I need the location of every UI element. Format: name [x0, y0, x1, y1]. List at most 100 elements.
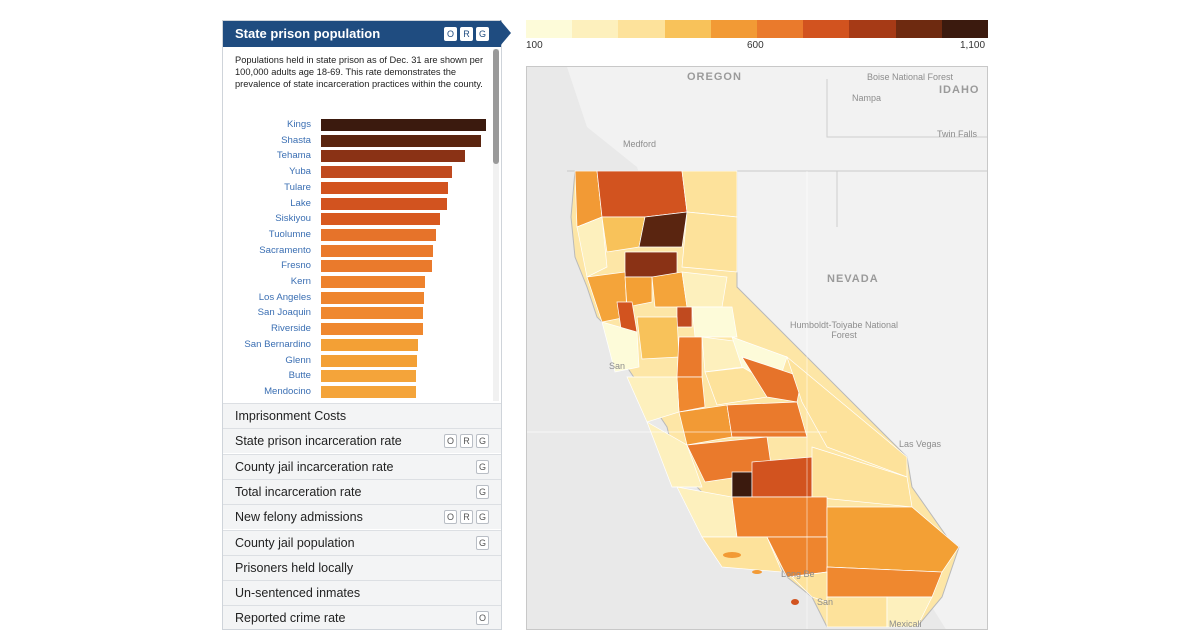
- county-imperial[interactable]: [886, 596, 933, 628]
- bar-row-sacramento[interactable]: Sacramento: [223, 244, 493, 259]
- county-tulare[interactable]: [751, 456, 813, 498]
- bar-row-mendocino[interactable]: Mendocino: [223, 385, 493, 400]
- bar-label[interactable]: San Bernardino: [244, 338, 311, 350]
- bar-row-siskiyou[interactable]: Siskiyou: [223, 212, 493, 227]
- county-modoc[interactable]: [681, 170, 738, 218]
- county-butte[interactable]: [651, 271, 688, 308]
- bar[interactable]: [321, 354, 418, 367]
- bar-row-lake[interactable]: Lake: [223, 197, 493, 212]
- bar[interactable]: [321, 323, 423, 336]
- county-riverside[interactable]: [826, 566, 943, 598]
- badge-o[interactable]: O: [444, 434, 457, 449]
- badge-g[interactable]: G: [476, 510, 489, 525]
- badge-g[interactable]: G: [476, 434, 489, 449]
- bar-label[interactable]: Riverside: [271, 323, 311, 335]
- badge-g[interactable]: G: [476, 459, 489, 474]
- menu-item-un-sentenced-inmates[interactable]: Un-sentenced inmates: [223, 580, 501, 606]
- bar[interactable]: [321, 119, 486, 131]
- bar-label[interactable]: Los Angeles: [258, 291, 311, 303]
- bar-label[interactable]: Yuba: [289, 166, 311, 178]
- badge-r[interactable]: R: [460, 510, 473, 525]
- county-san-joaquin[interactable]: [676, 376, 706, 413]
- bar-label[interactable]: Tuolumne: [268, 228, 311, 240]
- bar[interactable]: [321, 244, 434, 257]
- bar-label[interactable]: Glenn: [285, 354, 311, 366]
- county-santa-barbara-ventura[interactable]: [701, 536, 783, 573]
- bar-row-fresno[interactable]: Fresno: [223, 259, 493, 274]
- bar[interactable]: [321, 150, 465, 163]
- county-plumas[interactable]: [681, 271, 728, 308]
- bar-row-tuolumne[interactable]: Tuolumne: [223, 228, 493, 243]
- county-kern[interactable]: [731, 496, 828, 538]
- menu-item-prisoners-held-locally[interactable]: Prisoners held locally: [223, 554, 501, 580]
- bar-label[interactable]: Fresno: [281, 260, 311, 272]
- county-nevada-placer[interactable]: [691, 306, 738, 338]
- menu-item-state-prison-incarceration-rate[interactable]: State prison incarceration rate O R G: [223, 428, 501, 454]
- bar[interactable]: [321, 307, 424, 320]
- bar[interactable]: [321, 260, 432, 273]
- bar-row-kern[interactable]: Kern: [223, 275, 493, 290]
- badge-o[interactable]: O: [444, 27, 457, 41]
- badge-r[interactable]: R: [460, 434, 473, 449]
- menu-item-new-felony-admissions[interactable]: New felony admissions O R G: [223, 504, 501, 530]
- bar-row-butte[interactable]: Butte: [223, 369, 493, 384]
- bar[interactable]: [321, 197, 447, 210]
- county-sacramento[interactable]: [676, 336, 703, 378]
- badge-o[interactable]: O: [476, 611, 489, 626]
- county-san-diego[interactable]: [826, 596, 888, 628]
- county-sonoma[interactable]: [601, 321, 640, 373]
- bar[interactable]: [321, 338, 418, 351]
- bar-row-san-joaquin[interactable]: San Joaquin: [223, 306, 493, 321]
- bar-label[interactable]: Mendocino: [264, 385, 311, 397]
- scrollbar-thumb[interactable]: [493, 49, 499, 164]
- panel-scrollbar[interactable]: [493, 49, 499, 401]
- california-map[interactable]: OREGON Boise National Forest Nampa IDAHO Twi…: [526, 66, 988, 630]
- county-colusa-yolo[interactable]: [636, 316, 680, 360]
- menu-item-county-jail-incarceration-rate[interactable]: County jail incarceration rate G: [223, 453, 501, 479]
- bar-label[interactable]: Tehama: [276, 150, 311, 162]
- county-lassen[interactable]: [681, 211, 738, 273]
- county-kings[interactable]: [731, 471, 753, 498]
- county-glenn[interactable]: [624, 276, 653, 308]
- county-siskiyou[interactable]: [596, 170, 688, 218]
- county-trinity[interactable]: [601, 216, 646, 253]
- bar-row-tulare[interactable]: Tulare: [223, 181, 493, 196]
- county-inyo-north[interactable]: [786, 355, 908, 478]
- bar-row-shasta[interactable]: Shasta: [223, 134, 493, 149]
- bar-row-kings[interactable]: Kings: [223, 118, 493, 133]
- bar-row-yuba[interactable]: Yuba: [223, 165, 493, 180]
- bar[interactable]: [321, 228, 436, 241]
- bar-label[interactable]: Lake: [290, 197, 311, 209]
- bar[interactable]: [321, 213, 441, 226]
- bar-label[interactable]: Butte: [288, 370, 311, 382]
- badge-g[interactable]: G: [476, 27, 489, 41]
- bar-label[interactable]: Tulare: [284, 181, 311, 193]
- bar-row-tehama[interactable]: Tehama: [223, 149, 493, 164]
- menu-item-total-incarceration-rate[interactable]: Total incarceration rate G: [223, 478, 501, 504]
- county-shasta[interactable]: [638, 211, 688, 248]
- menu-item-county-jail-population[interactable]: County jail population G: [223, 529, 501, 555]
- active-indicator-header[interactable]: State prison population O R G: [223, 21, 501, 47]
- bar-label[interactable]: Siskiyou: [275, 213, 311, 225]
- badge-g[interactable]: G: [476, 535, 489, 550]
- bar-label[interactable]: Shasta: [281, 134, 311, 146]
- bar[interactable]: [321, 181, 448, 194]
- badge-o[interactable]: O: [444, 510, 457, 525]
- bar-label[interactable]: Kings: [287, 119, 311, 130]
- menu-item-imprisonment-costs[interactable]: Imprisonment Costs: [223, 403, 501, 428]
- bar-row-san-bernardino[interactable]: San Bernardino: [223, 338, 493, 353]
- bar-label[interactable]: San Joaquin: [257, 307, 311, 319]
- bar[interactable]: [321, 370, 417, 383]
- county-yuba[interactable]: [676, 306, 693, 328]
- bar-row-riverside[interactable]: Riverside: [223, 322, 493, 337]
- badge-g[interactable]: G: [476, 484, 489, 499]
- bar-label[interactable]: Sacramento: [259, 244, 311, 256]
- county-humboldt[interactable]: [576, 216, 608, 278]
- bar[interactable]: [321, 166, 453, 179]
- bar[interactable]: [321, 276, 425, 288]
- bar-row-glenn[interactable]: Glenn: [223, 354, 493, 369]
- menu-item-reported-crime-rate[interactable]: Reported crime rate O: [223, 605, 501, 629]
- bar[interactable]: [321, 291, 425, 304]
- bar[interactable]: [321, 134, 481, 147]
- bar[interactable]: [321, 385, 416, 398]
